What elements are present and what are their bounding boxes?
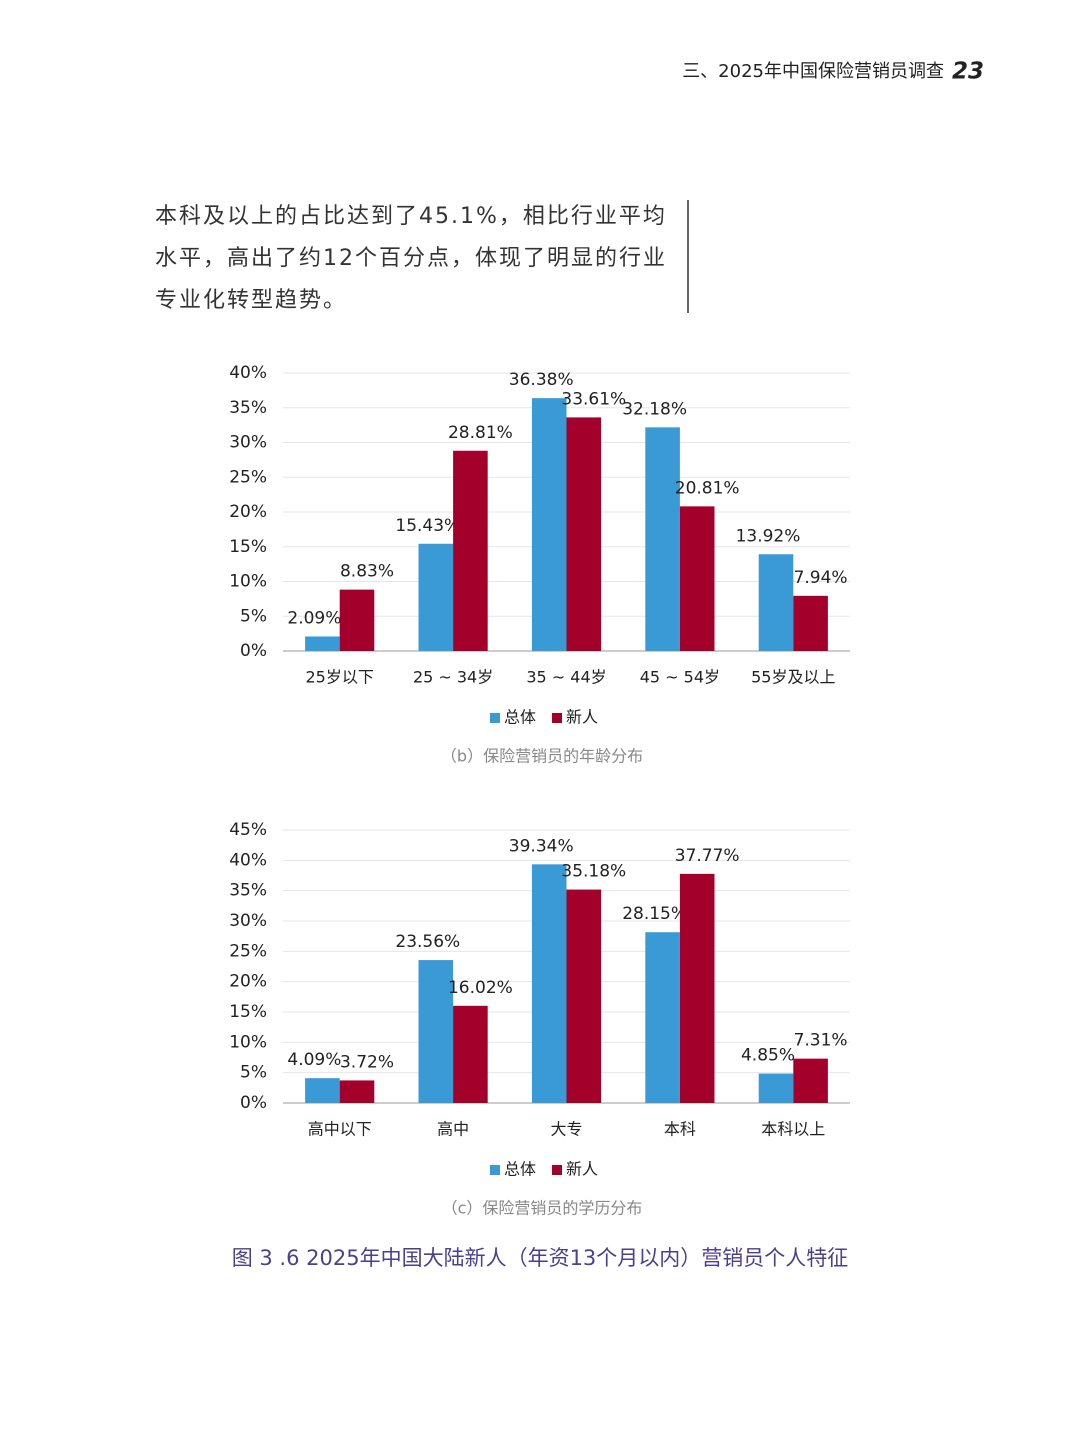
bar: [566, 417, 602, 651]
y-tick-label: 5%: [240, 1063, 267, 1083]
bar: [453, 450, 488, 651]
y-tick-label: 15%: [229, 1002, 267, 1022]
bar: [339, 1080, 375, 1103]
y-tick-label: 15%: [229, 537, 267, 557]
bar: [418, 543, 454, 651]
legend-swatch: [490, 713, 500, 723]
legend-label: 新人: [566, 708, 598, 727]
paragraph-line: 水平，高出了约12个百分点，体现了明显的行业: [155, 246, 667, 271]
y-tick-label: 5%: [240, 606, 267, 626]
x-tick-label: 大专: [550, 1120, 582, 1139]
y-tick-label: 30%: [229, 433, 267, 453]
data-label: 2.09%: [287, 608, 341, 628]
data-label: 33.61%: [561, 389, 626, 409]
data-label: 28.81%: [448, 423, 513, 443]
data-label: 37.77%: [675, 846, 740, 866]
y-tick-label: 40%: [229, 850, 267, 870]
x-tick-label: 25 ~ 34岁: [413, 668, 493, 687]
x-tick-label: 高中以下: [308, 1120, 372, 1139]
legend-label: 总体: [504, 708, 536, 727]
bar: [679, 506, 715, 651]
x-tick-label: 45 ~ 54岁: [640, 668, 720, 687]
chart-caption: （c）保险营销员的学历分布: [442, 1199, 643, 1218]
bar: [531, 398, 567, 651]
bar: [758, 554, 794, 651]
bar: [793, 595, 828, 651]
data-label: 7.31%: [794, 1031, 848, 1051]
y-tick-label: 25%: [229, 941, 267, 961]
y-tick-label: 35%: [229, 881, 267, 901]
data-label: 20.81%: [675, 478, 740, 498]
y-tick-label: 0%: [240, 1093, 267, 1113]
data-label: 4.09%: [287, 1050, 341, 1070]
legend-swatch: [552, 1165, 562, 1175]
y-tick-label: 20%: [229, 972, 267, 992]
x-tick-label: 25岁以下: [306, 668, 374, 687]
bar: [793, 1058, 828, 1103]
y-tick-label: 10%: [229, 572, 267, 592]
y-tick-label: 10%: [229, 1032, 267, 1052]
data-label: 4.85%: [741, 1046, 795, 1066]
x-tick-label: 55岁及以上: [751, 668, 835, 687]
x-tick-label: 本科: [664, 1120, 696, 1139]
data-label: 3.72%: [340, 1052, 394, 1072]
y-tick-label: 20%: [229, 502, 267, 522]
y-tick-label: 35%: [229, 398, 267, 418]
x-tick-label: 35 ~ 44岁: [526, 668, 606, 687]
x-tick-label: 本科以上: [761, 1120, 825, 1139]
paragraph-line: 专业化转型趋势。: [155, 288, 347, 313]
bar: [418, 960, 454, 1103]
data-label: 36.38%: [509, 370, 574, 390]
data-label: 8.83%: [340, 562, 394, 582]
data-label: 13.92%: [736, 526, 801, 546]
figure-title: 图 3 .6 2025年中国大陆新人（年资13个月以内）营销员个人特征: [232, 1246, 849, 1270]
legend-swatch: [552, 713, 562, 723]
data-label: 35.18%: [561, 862, 626, 882]
data-label: 15.43%: [395, 516, 460, 536]
bar: [645, 427, 680, 651]
header-title: 三、2025年中国保险营销员调查: [682, 61, 944, 82]
data-label: 23.56%: [395, 932, 460, 952]
y-tick-label: 30%: [229, 911, 267, 931]
legend-label: 总体: [504, 1160, 536, 1179]
bar: [758, 1073, 794, 1103]
data-label: 28.15%: [622, 904, 687, 924]
bar: [566, 889, 602, 1103]
bar: [645, 932, 680, 1103]
y-tick-label: 40%: [229, 363, 267, 383]
legend-label: 新人: [566, 1160, 598, 1179]
y-tick-label: 0%: [240, 641, 267, 661]
bar: [679, 873, 715, 1103]
data-label: 7.94%: [794, 568, 848, 588]
bar: [453, 1005, 488, 1103]
page-number: 23: [952, 59, 984, 85]
y-tick-label: 25%: [229, 467, 267, 487]
data-label: 32.18%: [622, 399, 687, 419]
chart-caption: （b）保险营销员的年龄分布: [441, 747, 643, 766]
bar: [339, 589, 375, 651]
x-tick-label: 高中: [437, 1120, 469, 1139]
data-label: 39.34%: [509, 836, 574, 856]
y-tick-label: 45%: [229, 820, 267, 840]
legend-swatch: [490, 1165, 500, 1175]
bar: [305, 1078, 340, 1103]
paragraph-line: 本科及以上的占比达到了45.1%，相比行业平均: [155, 204, 667, 229]
bar: [531, 864, 567, 1103]
data-label: 16.02%: [448, 978, 513, 998]
bar: [305, 636, 340, 651]
